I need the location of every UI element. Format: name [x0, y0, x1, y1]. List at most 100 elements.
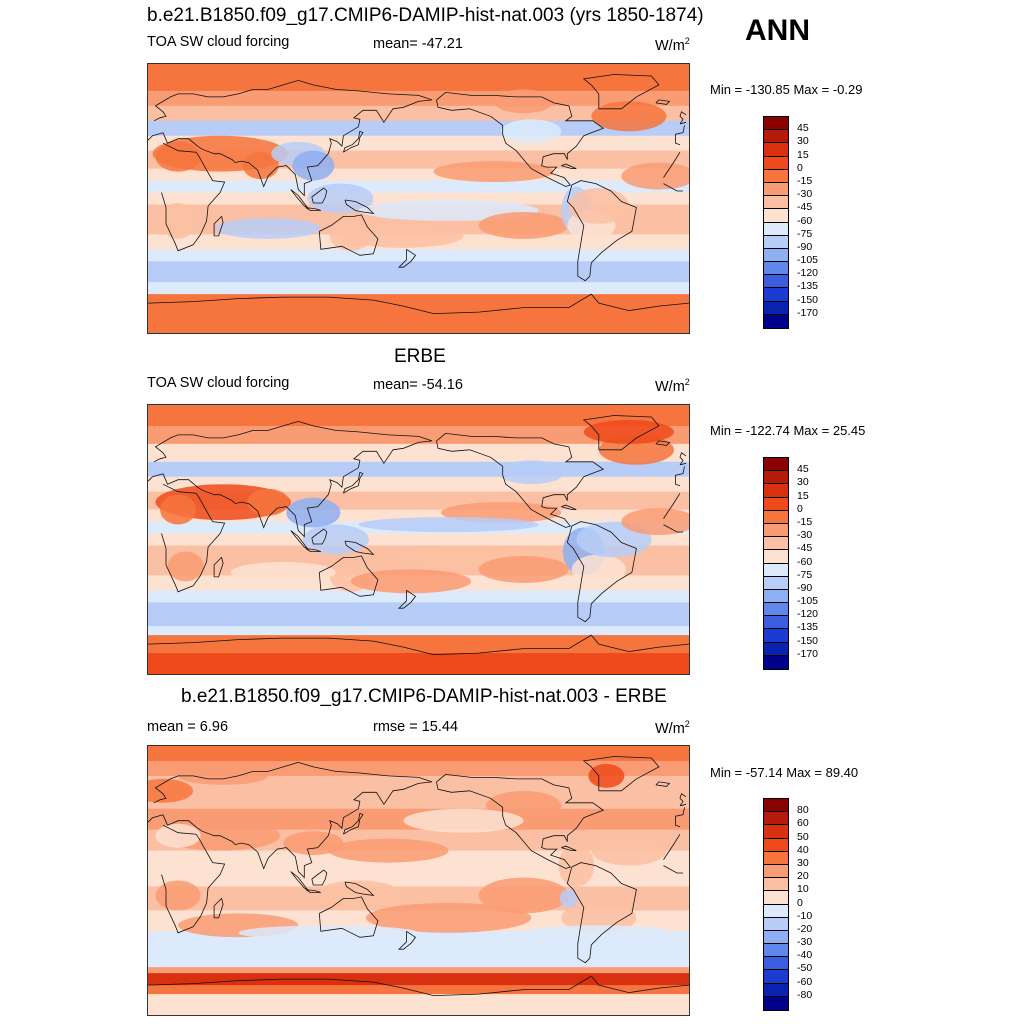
colorbar-tick-label: 15	[797, 489, 809, 502]
coastline	[655, 440, 671, 446]
panel-3-colorbar	[763, 798, 789, 1011]
colorbar-tick-label: -30	[797, 936, 813, 949]
field-band	[148, 949, 689, 968]
field-anomaly	[358, 517, 539, 533]
coastline	[343, 471, 364, 494]
panel-2-variable-label: TOA SW cloud forcing	[147, 375, 290, 391]
field-band	[148, 105, 689, 122]
field-anomaly	[286, 497, 341, 528]
field-anomaly	[313, 880, 404, 911]
field-anomaly	[588, 763, 625, 788]
field-anomaly	[230, 561, 336, 583]
colorbar-swatch	[764, 603, 788, 617]
coastline	[398, 589, 417, 609]
colorbar-tick-label: -90	[797, 581, 813, 594]
colorbar-swatch	[764, 510, 788, 524]
field-anomaly	[160, 494, 197, 525]
colorbar-swatch	[764, 904, 788, 918]
field-anomaly	[178, 766, 269, 785]
colorbar-tick-label: 0	[797, 896, 803, 909]
panel-2-minmax: Min = -122.74 Max = 25.45	[710, 423, 866, 438]
panel-2-title: ERBE	[394, 346, 446, 367]
field-anomaly	[238, 925, 419, 941]
colorbar-swatch	[764, 917, 788, 931]
coastline	[148, 975, 689, 997]
colorbar-swatch	[764, 182, 788, 197]
field-band	[148, 461, 689, 478]
season-label: ANN	[745, 14, 810, 47]
coastline	[153, 420, 433, 538]
colorbar-tick-label: -150	[797, 293, 819, 306]
field-anomaly	[433, 161, 554, 183]
coastline	[679, 803, 687, 807]
coastline	[663, 492, 681, 519]
field-band	[148, 973, 689, 986]
coastline	[582, 756, 660, 792]
colorbar-swatch	[764, 143, 788, 157]
coastline	[398, 930, 417, 950]
colorbar-swatch	[764, 117, 788, 131]
field-anomaly	[160, 202, 197, 239]
coastline	[161, 142, 226, 252]
coastline	[153, 79, 433, 197]
colorbar-tick-label: -60	[797, 214, 813, 227]
colorbar-swatch	[764, 996, 788, 1010]
colorbar-tick-label: -20	[797, 922, 813, 935]
colorbar-swatch	[764, 209, 788, 223]
field-anomaly	[242, 152, 279, 180]
field-anomaly	[307, 183, 374, 214]
colorbar-tick-label: -15	[797, 174, 813, 187]
panel-1-minmax: Min = -130.85 Max = -0.29	[710, 82, 863, 97]
coastline	[311, 187, 328, 204]
panel-1-units: W/m2	[655, 36, 690, 54]
colorbar-tick-label: -170	[797, 306, 819, 319]
colorbar-swatch	[764, 497, 788, 511]
colorbar-tick-label: 60	[797, 817, 809, 830]
coastline	[398, 248, 417, 268]
colorbar-tick-label: -75	[797, 568, 813, 581]
coastline	[318, 214, 379, 256]
coastline	[566, 521, 637, 623]
colorbar-tick-label: -45	[797, 201, 813, 214]
panel-3-map	[147, 745, 690, 1016]
coastline	[318, 555, 379, 597]
coastline	[213, 215, 224, 237]
field-band	[148, 425, 689, 445]
field-band	[148, 168, 689, 182]
field-anomaly	[621, 162, 689, 190]
panel-3-mean-label: mean = 6.96	[147, 719, 229, 735]
colorbar-swatch	[764, 248, 788, 263]
colorbar-tick-label: -150	[797, 634, 819, 647]
field-band	[148, 865, 689, 887]
coastline	[582, 74, 660, 110]
colorbar-swatch	[764, 642, 788, 656]
coastline	[161, 483, 226, 593]
colorbar-swatch	[764, 891, 788, 905]
coastline	[663, 833, 681, 860]
colorbar-swatch	[764, 222, 788, 236]
colorbar-swatch	[764, 825, 788, 839]
colorbar-swatch	[764, 301, 788, 315]
panel-1-mean-label: mean= -47.21	[373, 36, 463, 52]
coastline	[655, 781, 671, 787]
colorbar-swatch	[764, 616, 788, 630]
field-anomaly	[478, 877, 569, 914]
field-band	[148, 249, 689, 262]
colorbar-tick-label: -15	[797, 515, 813, 528]
coastline	[566, 862, 637, 964]
field-anomaly	[155, 823, 201, 848]
field-anomaly	[591, 835, 667, 866]
colorbar-swatch	[764, 130, 788, 144]
colorbar-swatch	[764, 878, 788, 892]
colorbar-swatch	[764, 484, 788, 498]
colorbar-tick-label: 0	[797, 161, 803, 174]
coastline	[344, 881, 375, 896]
coastline	[290, 530, 308, 549]
field-band	[148, 985, 689, 995]
coastline	[663, 865, 683, 874]
field-band	[148, 261, 689, 283]
colorbar-swatch	[764, 970, 788, 984]
field-anomaly	[498, 460, 565, 485]
coastline	[343, 812, 364, 835]
colorbar-tick-label: -40	[797, 949, 813, 962]
